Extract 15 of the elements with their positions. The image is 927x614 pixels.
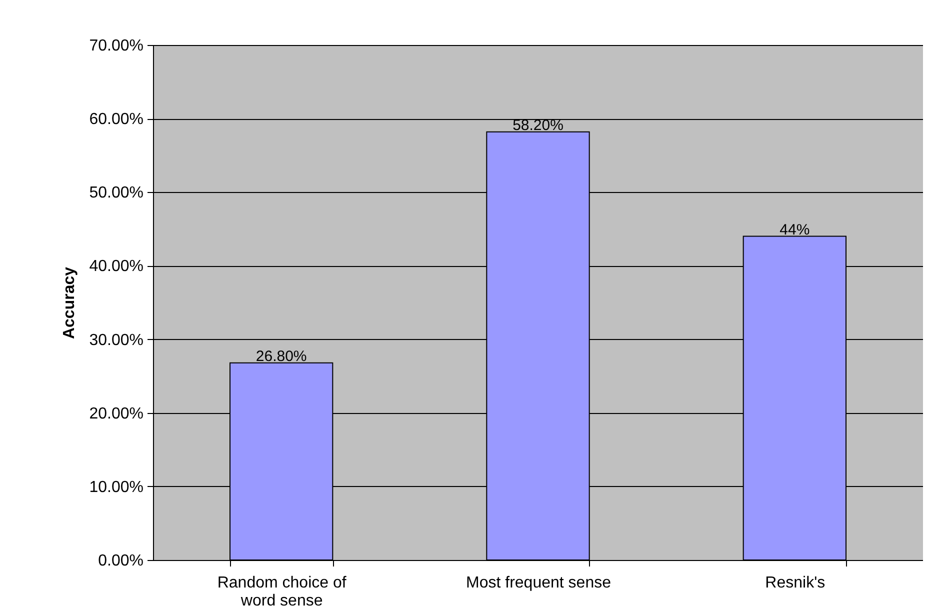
data-label: 58.20% — [512, 116, 564, 134]
y-axis-title: Accuracy — [61, 266, 78, 340]
y-tick-label: 50.00% — [89, 184, 144, 202]
y-tick-label: 40.00% — [89, 258, 144, 276]
y-tick-label: 10.00% — [89, 478, 144, 496]
y-tick-label: 60.00% — [89, 111, 144, 128]
y-tick-label: 30.00% — [89, 332, 144, 349]
x-tick-label: Random choice of word sense — [217, 574, 347, 610]
data-label: 44% — [780, 221, 810, 238]
x-tick-label: Resnik's — [765, 574, 826, 592]
y-tick-label: 70.00% — [89, 38, 144, 54]
y-tick-label: 20.00% — [89, 405, 144, 422]
y-tick-label: 0.00% — [98, 552, 144, 570]
x-tick-label: Most frequent sense — [466, 574, 612, 592]
data-label: 26.80% — [256, 348, 307, 365]
